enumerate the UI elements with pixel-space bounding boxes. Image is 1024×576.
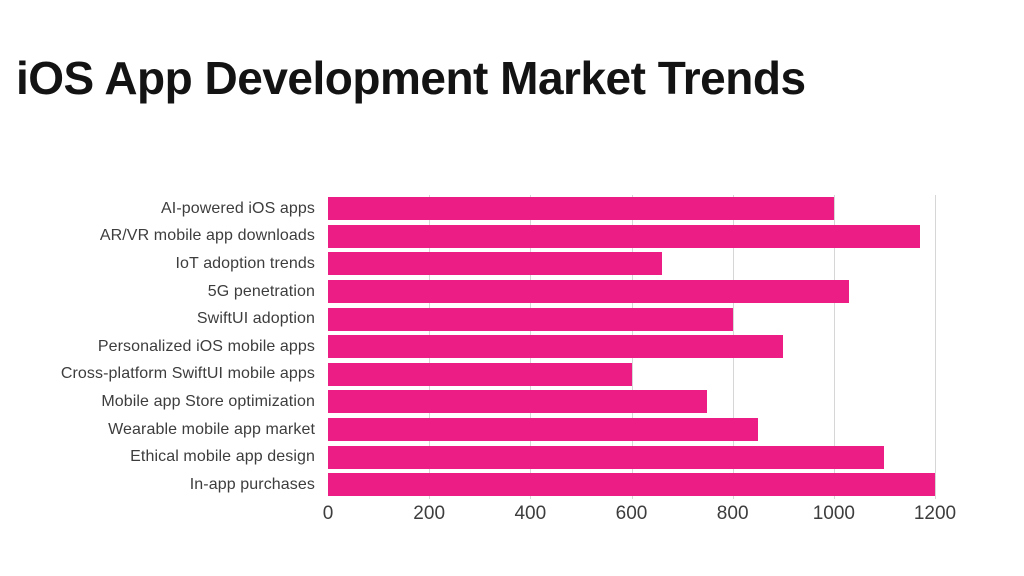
bar	[328, 252, 662, 276]
bar-track	[328, 418, 935, 442]
bar	[328, 224, 920, 248]
category-label: Wearable mobile app market	[108, 420, 315, 438]
x-tick-label: 400	[514, 503, 547, 524]
category-label: 5G penetration	[207, 282, 315, 300]
bar	[328, 280, 849, 304]
category-label: Ethical mobile app design	[130, 448, 315, 466]
bar	[328, 418, 758, 442]
bar	[328, 362, 632, 386]
bar	[328, 445, 885, 469]
x-tick-label: 1000	[812, 503, 855, 524]
chart-row: Mobile app Store optimization	[0, 388, 935, 416]
x-tick-label: 200	[413, 503, 446, 524]
category-label: IoT adoption trends	[175, 254, 315, 272]
bar	[328, 197, 834, 221]
chart-rows: AI-powered iOS apps AR/VR mobile app down…	[0, 195, 935, 499]
bar-track	[328, 390, 935, 414]
chart-row: In-app purchases	[0, 471, 935, 499]
bar	[328, 335, 784, 359]
chart-row: AR/VR mobile app downloads	[0, 223, 935, 251]
category-label: SwiftUI adoption	[196, 310, 315, 328]
x-axis-tick-labels: 0 200 400 600 800 1000 1200	[323, 503, 956, 527]
bar-track	[328, 280, 935, 304]
category-label: In-app purchases	[189, 475, 315, 493]
gridline	[935, 195, 936, 499]
bar-track	[328, 197, 935, 221]
chart-title: iOS App Development Market Trends	[16, 52, 806, 104]
bar	[328, 390, 708, 414]
bar-track	[328, 362, 935, 386]
bar	[328, 473, 935, 497]
chart-row: IoT adoption trends	[0, 250, 935, 278]
chart-row: Ethical mobile app design	[0, 443, 935, 471]
category-label: AR/VR mobile app downloads	[99, 227, 315, 245]
chart-row: Personalized iOS mobile apps	[0, 333, 935, 361]
bar-track	[328, 252, 935, 276]
chart-row: Cross-platform SwiftUI mobile apps	[0, 361, 935, 389]
chart-row: SwiftUI adoption	[0, 305, 935, 333]
category-label: Mobile app Store optimization	[101, 392, 315, 410]
category-label: AI-powered iOS apps	[161, 199, 315, 217]
bar	[328, 307, 733, 331]
x-tick-label: 800	[716, 503, 749, 524]
bar-track	[328, 473, 935, 497]
chart-row: AI-powered iOS apps	[0, 195, 935, 223]
bar-track	[328, 224, 935, 248]
chart-row: Wearable mobile app market	[0, 416, 935, 444]
chart-row: 5G penetration	[0, 278, 935, 306]
x-tick-label: 0	[322, 503, 334, 524]
category-label: Personalized iOS mobile apps	[97, 337, 315, 355]
x-tick-label: 1200	[913, 503, 957, 524]
x-tick-label: 600	[615, 503, 648, 524]
bar-track	[328, 445, 935, 469]
bar-track	[328, 307, 935, 331]
category-label: Cross-platform SwiftUI mobile apps	[60, 365, 315, 383]
gridline	[833, 195, 835, 499]
bar-track	[328, 335, 935, 359]
